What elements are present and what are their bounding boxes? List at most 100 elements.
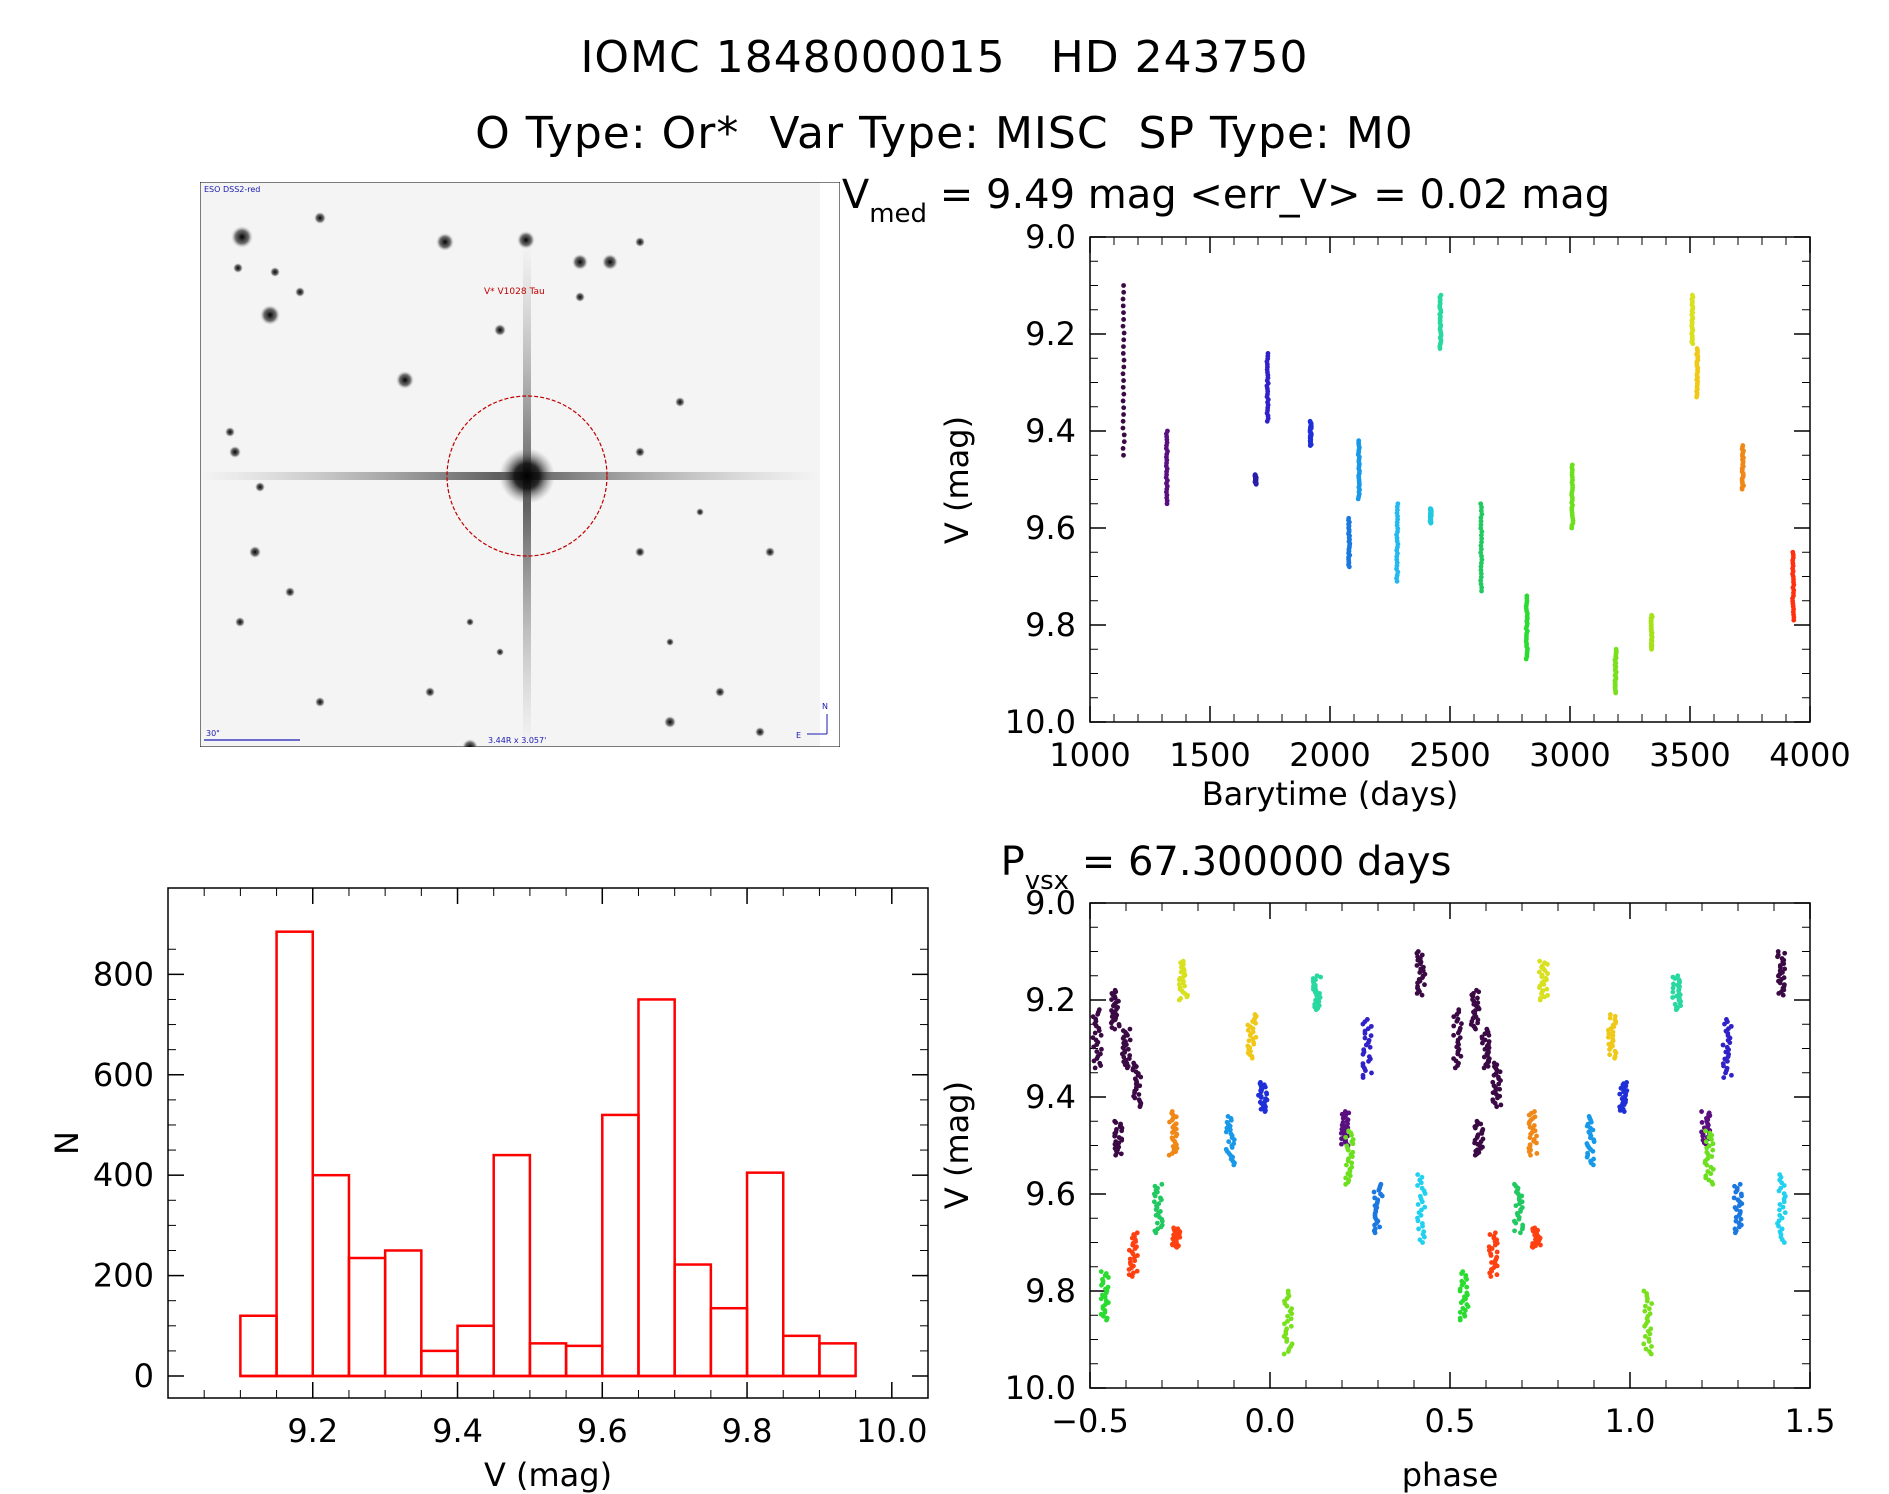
data-point-group bbox=[1310, 973, 1324, 1013]
data-point bbox=[1167, 1119, 1172, 1125]
data-point bbox=[1610, 1029, 1616, 1035]
data-point bbox=[1345, 1147, 1351, 1153]
data-point bbox=[1610, 1033, 1616, 1038]
data-point bbox=[1173, 1133, 1179, 1139]
data-point bbox=[1136, 1092, 1142, 1097]
data-point bbox=[1343, 1134, 1349, 1140]
star bbox=[229, 446, 241, 458]
data-point bbox=[1422, 1191, 1428, 1197]
data-point bbox=[1480, 1040, 1485, 1046]
data-point-group bbox=[1414, 949, 1428, 998]
x-tick-label: 1000 bbox=[1049, 736, 1130, 774]
data-point bbox=[1731, 1195, 1737, 1201]
data-point bbox=[1151, 1199, 1157, 1205]
fov-label: 3.44R x 3.057' bbox=[488, 736, 546, 745]
data-point bbox=[1153, 1230, 1159, 1236]
data-point bbox=[1223, 1129, 1229, 1135]
data-point bbox=[1414, 991, 1420, 996]
x-tick-label: 1.0 bbox=[1605, 1402, 1656, 1440]
data-point bbox=[1307, 443, 1313, 448]
star bbox=[425, 687, 435, 697]
data-point bbox=[1544, 961, 1550, 967]
data-point bbox=[1159, 1181, 1165, 1187]
data-point bbox=[1134, 1268, 1140, 1274]
data-point bbox=[1517, 1201, 1522, 1207]
histogram-bar bbox=[383, 1249, 423, 1378]
data-point bbox=[1492, 1258, 1498, 1264]
data-point bbox=[1091, 1044, 1097, 1050]
data-point bbox=[1781, 1183, 1787, 1188]
data-point-group bbox=[1371, 1181, 1385, 1236]
data-point bbox=[1264, 418, 1270, 424]
data-point bbox=[1464, 1276, 1470, 1282]
star bbox=[225, 427, 235, 437]
phased-title-main: P bbox=[1001, 839, 1025, 885]
data-point bbox=[1672, 976, 1678, 981]
data-point bbox=[1422, 1234, 1427, 1240]
data-point bbox=[1350, 1141, 1356, 1147]
data-point bbox=[1737, 1181, 1743, 1187]
data-point bbox=[1617, 1091, 1623, 1097]
data-point bbox=[1098, 1269, 1104, 1274]
data-point-group bbox=[1264, 351, 1271, 424]
data-point bbox=[1607, 1047, 1612, 1052]
data-point bbox=[1132, 1254, 1137, 1260]
data-point bbox=[1104, 1317, 1109, 1323]
data-point bbox=[1415, 980, 1420, 986]
data-point bbox=[1708, 1171, 1714, 1177]
data-point bbox=[1132, 1246, 1138, 1251]
data-point bbox=[1526, 1112, 1532, 1118]
data-point bbox=[1710, 1147, 1716, 1153]
data-point-group bbox=[1790, 549, 1797, 623]
data-point-group-repeat bbox=[1536, 958, 1550, 1003]
data-point bbox=[1113, 989, 1119, 995]
y-tick-label: 200 bbox=[93, 1257, 154, 1295]
data-point-group bbox=[1151, 1181, 1165, 1236]
data-point bbox=[1120, 418, 1126, 424]
data-point bbox=[1541, 982, 1547, 987]
data-point bbox=[1121, 452, 1126, 458]
data-point bbox=[1670, 989, 1676, 995]
data-point bbox=[1360, 1051, 1366, 1057]
data-point bbox=[1472, 1152, 1478, 1158]
data-point bbox=[1428, 520, 1434, 526]
data-point bbox=[1534, 1133, 1539, 1139]
star bbox=[635, 447, 645, 457]
data-point bbox=[1678, 1003, 1683, 1009]
data-point bbox=[1124, 1065, 1130, 1071]
x-tick-label: 10.0 bbox=[856, 1412, 927, 1450]
data-point-group bbox=[1108, 987, 1122, 1032]
data-point-group bbox=[1126, 1230, 1140, 1279]
data-point bbox=[1227, 1127, 1233, 1133]
data-point bbox=[1478, 571, 1484, 576]
data-point bbox=[1481, 1065, 1487, 1071]
lightcurve-ylabel: V (mag) bbox=[938, 416, 976, 544]
data-point bbox=[1494, 1104, 1500, 1110]
data-point bbox=[1414, 963, 1420, 968]
data-point bbox=[1121, 378, 1126, 383]
histogram-bar bbox=[601, 1113, 640, 1378]
data-point-group bbox=[1245, 1012, 1259, 1061]
data-point bbox=[1134, 1230, 1140, 1236]
star bbox=[270, 267, 280, 277]
lightcurve-title-main: V bbox=[842, 172, 870, 218]
data-point bbox=[1779, 1215, 1785, 1221]
data-point-group-repeat bbox=[1605, 1012, 1619, 1061]
data-point bbox=[1492, 1242, 1498, 1248]
data-point-group bbox=[1098, 1269, 1111, 1323]
data-point-group bbox=[1119, 1026, 1133, 1071]
data-point bbox=[1642, 1308, 1648, 1314]
data-point bbox=[1262, 1084, 1268, 1090]
data-point bbox=[1112, 1133, 1118, 1139]
star bbox=[249, 546, 261, 558]
data-point bbox=[1642, 1323, 1648, 1329]
histogram-bar bbox=[275, 930, 315, 1378]
data-point bbox=[1228, 1117, 1234, 1123]
data-point bbox=[1465, 1304, 1471, 1309]
scale-label: 30" bbox=[206, 729, 220, 738]
data-point bbox=[1125, 1046, 1131, 1052]
data-point-group bbox=[1478, 501, 1485, 594]
data-point bbox=[1349, 1160, 1355, 1166]
data-point bbox=[1699, 1120, 1705, 1125]
y-tick-label: 10.0 bbox=[1005, 703, 1076, 741]
